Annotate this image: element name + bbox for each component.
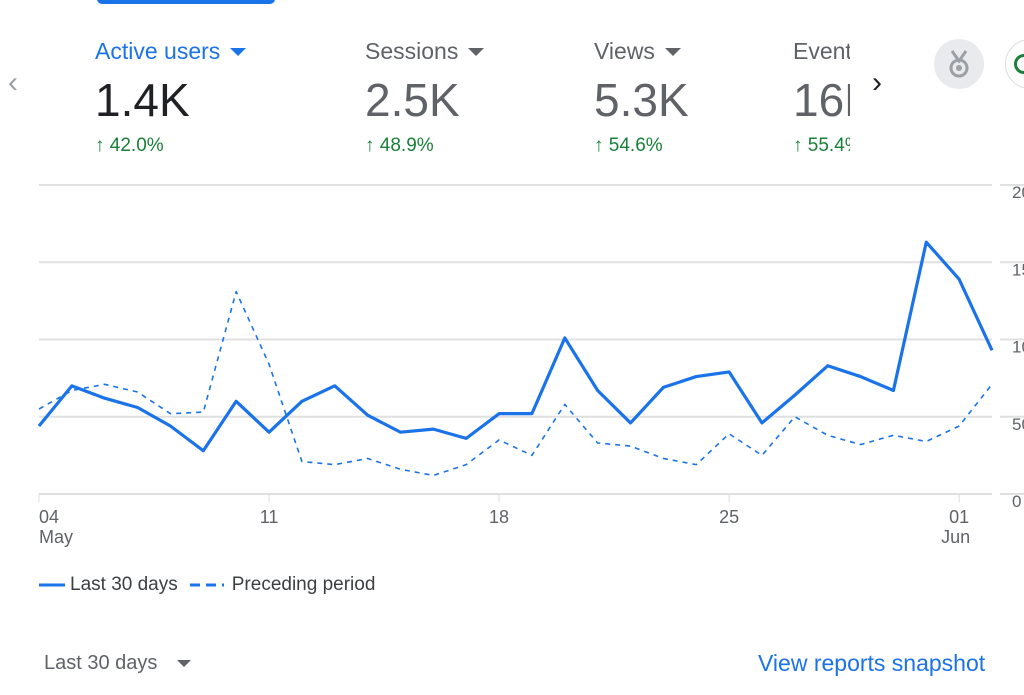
metric-event-count[interactable]: Event count 16K ↑ 55.4% bbox=[793, 38, 850, 157]
arrow-up-icon: ↑ bbox=[95, 135, 105, 156]
chart-legend: Last 30 days Preceding period bbox=[39, 574, 375, 596]
next-metric-button[interactable]: › bbox=[872, 66, 882, 99]
x-tick-label: 25 bbox=[719, 507, 739, 527]
y-tick-label: 0 bbox=[1012, 492, 1021, 511]
caret-down-icon[interactable] bbox=[664, 47, 681, 56]
metric-value: 5.3K bbox=[594, 74, 689, 126]
y-tick-label: 100 bbox=[1012, 338, 1024, 357]
caret-down-icon[interactable] bbox=[230, 47, 247, 56]
metric-sessions[interactable]: Sessions 2.5K ↑ 48.9% bbox=[365, 38, 565, 157]
series-line-preceding-period bbox=[38, 290, 993, 477]
metric-change: 48.9% bbox=[379, 135, 434, 156]
caret-down-icon bbox=[177, 660, 192, 667]
arrow-up-icon: ↑ bbox=[594, 135, 604, 156]
x-tick-month: Jun bbox=[941, 527, 970, 547]
legend-solid-line-icon bbox=[39, 583, 65, 587]
metric-change: 42.0% bbox=[109, 135, 164, 156]
metric-value: 16K bbox=[793, 74, 850, 126]
medal-icon[interactable] bbox=[934, 39, 984, 89]
metric-label: Active users bbox=[95, 38, 221, 64]
arrow-up-icon: ↑ bbox=[793, 135, 803, 156]
arrow-up-icon: ↑ bbox=[365, 135, 375, 156]
date-range-label: Last 30 days bbox=[44, 652, 158, 674]
legend-dashed-line-icon bbox=[189, 583, 224, 587]
metric-value: 1.4K bbox=[95, 74, 190, 126]
legend-preceding-period: Preceding period bbox=[231, 574, 376, 595]
metric-change: 55.4% bbox=[807, 135, 850, 156]
series-line-last-30-days bbox=[37, 240, 994, 453]
caret-down-icon[interactable] bbox=[468, 47, 485, 56]
x-tick-label: 18 bbox=[489, 507, 509, 527]
y-tick-label: 200 bbox=[1012, 183, 1024, 202]
view-reports-snapshot-link[interactable]: View reports snapshot bbox=[758, 650, 986, 676]
metric-label: Views bbox=[594, 38, 655, 64]
legend-last-30-days: Last 30 days bbox=[70, 574, 178, 595]
x-tick-label: 04 bbox=[39, 507, 59, 527]
prev-metric-button[interactable]: ‹ bbox=[8, 66, 18, 99]
x-tick-label: 11 bbox=[260, 507, 279, 527]
metric-views[interactable]: Views 5.3K ↑ 54.6% bbox=[594, 38, 794, 157]
metric-change: 54.6% bbox=[608, 135, 663, 156]
metric-label: Event count bbox=[793, 38, 850, 64]
date-range-select[interactable]: Last 30 days bbox=[44, 652, 192, 675]
y-tick-label: 50 bbox=[1012, 415, 1024, 434]
top-blue-button[interactable] bbox=[97, 0, 275, 4]
metric-value: 2.5K bbox=[365, 74, 460, 126]
x-tick-month: May bbox=[39, 527, 73, 547]
y-tick-label: 150 bbox=[1012, 260, 1024, 279]
metric-label: Sessions bbox=[365, 38, 459, 64]
metric-active-users[interactable]: Active users 1.4K ↑ 42.0% bbox=[95, 38, 295, 157]
x-tick-label: 01 bbox=[949, 507, 969, 527]
